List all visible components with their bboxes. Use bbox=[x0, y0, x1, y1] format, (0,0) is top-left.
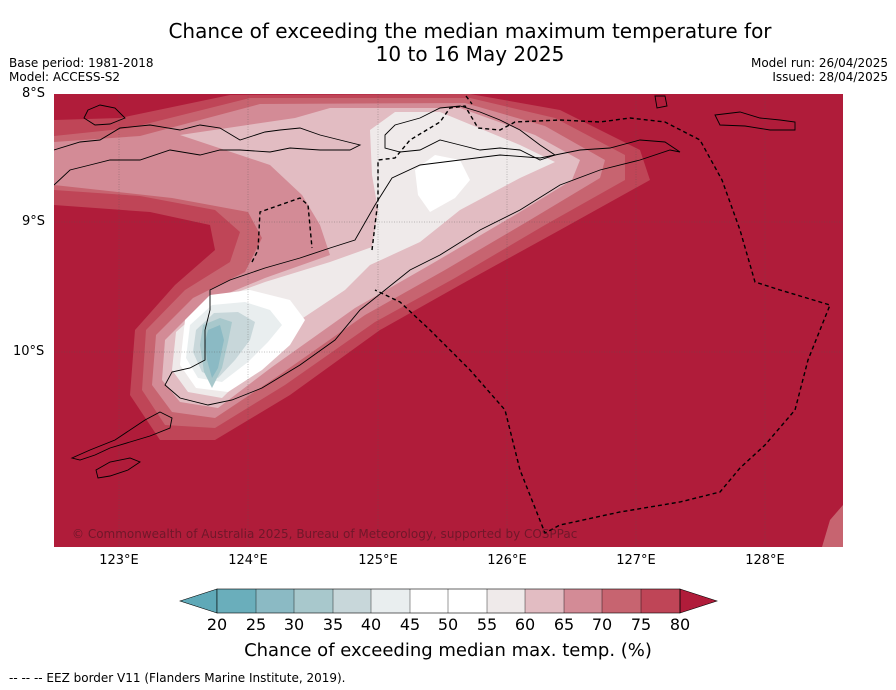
colorbar bbox=[179, 588, 718, 614]
colorbar-swatch-55 bbox=[487, 589, 525, 613]
colorbar-label-20: 20 bbox=[206, 615, 228, 634]
alor-coastline bbox=[384, 105, 557, 161]
colorbar-title: Chance of exceeding median max. temp. (%… bbox=[244, 640, 652, 661]
eez-boundary bbox=[251, 95, 831, 534]
colorbar-label-45: 45 bbox=[399, 615, 421, 634]
lon-label-123e: 123°E bbox=[99, 553, 139, 568]
colorbar-swatch-70 bbox=[602, 589, 641, 613]
colorbar-swatch-40 bbox=[371, 589, 410, 613]
colorbar-label-40: 40 bbox=[360, 615, 382, 634]
model-name: Model: ACCESS-S2 bbox=[9, 70, 121, 84]
colorbar-swatch-60 bbox=[525, 589, 564, 613]
contour-edge-patch bbox=[822, 505, 843, 547]
colorbar-swatch-50 bbox=[448, 589, 487, 613]
colorbar-swatch-75 bbox=[641, 589, 680, 613]
meta-right: Model run: 26/04/2025 Issued: 28/04/2025 bbox=[751, 56, 888, 84]
model-run: Model run: 26/04/2025 bbox=[750, 56, 888, 70]
colorbar-label-60: 60 bbox=[514, 615, 536, 634]
lon-label-127e: 127°E bbox=[616, 553, 656, 568]
contour-30 bbox=[205, 325, 224, 378]
copyright-notice: © Commonwealth of Australia 2025, Bureau… bbox=[72, 527, 578, 541]
meta-left: Base period: 1981-2018 Model: ACCESS-S2 bbox=[9, 56, 154, 84]
eez-footnote: -- -- -- EEZ border V11 (Flanders Marine… bbox=[9, 671, 346, 685]
colorbar-swatch-65 bbox=[564, 589, 602, 613]
lon-label-124e: 124°E bbox=[228, 553, 268, 568]
colorbar-label-30: 30 bbox=[283, 615, 305, 634]
colorbar-label-55: 55 bbox=[476, 615, 498, 634]
colorbar-high-arrow bbox=[679, 588, 718, 614]
base-period: Base period: 1981-2018 bbox=[9, 56, 154, 70]
issued-date: Issued: 28/04/2025 bbox=[772, 70, 888, 84]
colorbar-label-70: 70 bbox=[591, 615, 613, 634]
colorbar-swatch-20 bbox=[217, 589, 256, 613]
colorbar-label-35: 35 bbox=[322, 615, 344, 634]
coastlines bbox=[54, 95, 796, 479]
colorbar-label-25: 25 bbox=[245, 615, 267, 634]
lon-label-126e: 126°E bbox=[487, 553, 527, 568]
colorbar-label-65: 65 bbox=[553, 615, 575, 634]
lon-label-125e: 125°E bbox=[358, 553, 398, 568]
colorbar-label-50: 50 bbox=[437, 615, 459, 634]
colorbar-swatch-35 bbox=[333, 589, 371, 613]
colorbar-swatch-45 bbox=[410, 589, 448, 613]
colorbar-label-80: 80 bbox=[669, 615, 691, 634]
lat-label-10s: 10°S bbox=[13, 344, 45, 359]
chart-title-line2: 10 to 16 May 2025 bbox=[375, 42, 565, 66]
sawu-coastline bbox=[95, 457, 141, 479]
timor-coastline bbox=[164, 139, 681, 406]
wetar-coastline bbox=[83, 104, 126, 126]
colorbar-low-arrow bbox=[179, 588, 218, 614]
flores-coastline bbox=[54, 124, 362, 186]
rote-coastline bbox=[70, 411, 173, 461]
grid-lines bbox=[54, 94, 843, 547]
lat-label-9s: 9°S bbox=[22, 214, 46, 229]
islet-north-east bbox=[654, 95, 796, 131]
colorbar-swatch-25 bbox=[256, 589, 294, 613]
lon-label-128e: 128°E bbox=[745, 553, 785, 568]
colorbar-label-75: 75 bbox=[630, 615, 652, 634]
colorbar-swatch-30 bbox=[294, 589, 333, 613]
lat-label-8s: 8°S bbox=[22, 86, 46, 101]
contour-fill bbox=[54, 94, 843, 547]
chart-title-line1: Chance of exceeding the median maximum t… bbox=[168, 19, 772, 43]
